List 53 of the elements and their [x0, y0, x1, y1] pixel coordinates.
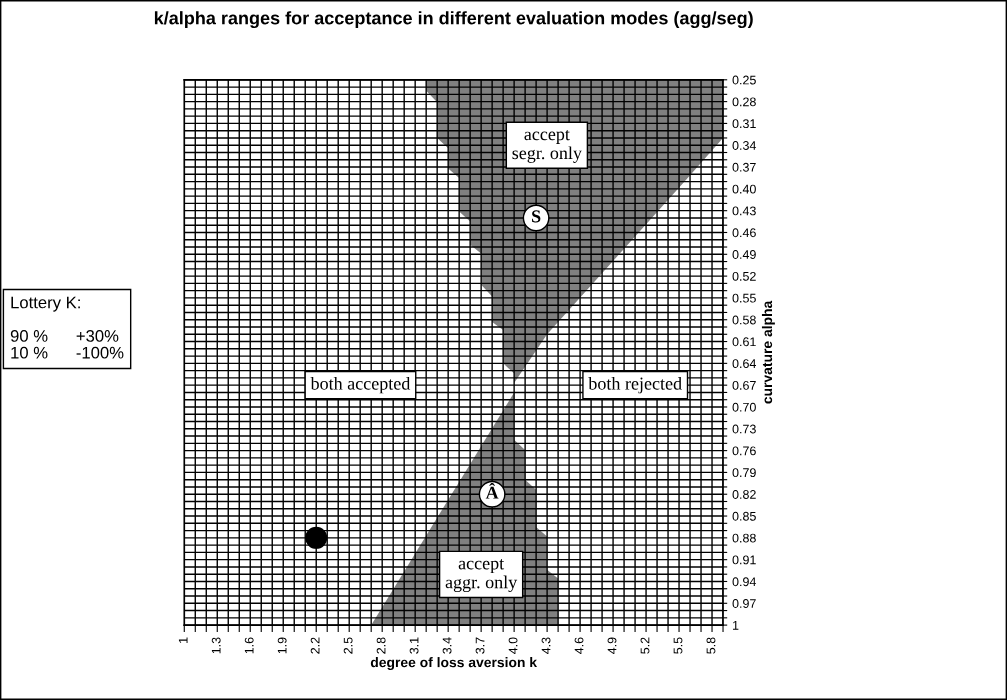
- x-tick-label: 3.7: [475, 637, 485, 654]
- y-tick-label: 0.46: [732, 228, 756, 238]
- y-tick-label: 0.37: [732, 162, 756, 172]
- x-tick-label: 2.5: [343, 637, 353, 654]
- y-tick-label: 0.82: [732, 490, 756, 499]
- chart-title: k/alpha ranges for acceptance in different evaluation modes (agg/seg): [154, 11, 753, 29]
- y-tick-label: 0.73: [732, 424, 756, 434]
- x-tick-label: 1.6: [244, 637, 254, 654]
- text: Lottery K: 90 % +30% 10 % -100%: [10, 296, 124, 359]
- y-tick-label: 0.64: [732, 359, 757, 369]
- x-tick-label: 5.2: [640, 637, 650, 654]
- annotation: Â: [485, 482, 499, 499]
- x-tick-label: 2.2: [310, 637, 320, 654]
- y-tick-label: 0.88: [732, 533, 756, 543]
- annotation: accept segr. only: [512, 129, 582, 163]
- y-tick-label: 0.28: [732, 97, 756, 107]
- y-tick-label: 0.79: [732, 468, 756, 478]
- y-tick-label: 0.61: [732, 337, 756, 347]
- annotation: both accepted: [310, 376, 411, 394]
- x-tick-label: 3.4: [442, 637, 452, 654]
- y-tick-label: 0.55: [732, 293, 756, 303]
- y-tick-label: 0.70: [732, 402, 756, 412]
- y-tick-label: 0.40: [732, 184, 756, 194]
- x-tick-label: 4.9: [607, 637, 617, 654]
- x-tick-label: 5.5: [673, 637, 683, 654]
- annotation: accept aggr. only: [445, 559, 518, 593]
- x-tick-label: 1.9: [277, 637, 287, 654]
- y-tick-label: 0.85: [732, 511, 756, 521]
- y-tick-label: 0.94: [732, 577, 757, 587]
- y-tick-label: 0.67: [732, 380, 756, 390]
- x-tick-label: 4.3: [541, 637, 551, 654]
- x-tick-label: 5.8: [706, 637, 716, 654]
- y-tick-label: 0.34: [732, 141, 757, 150]
- y-tick-label: 0.43: [732, 206, 756, 216]
- x-tick-label: 1.3: [211, 637, 221, 654]
- x-tick-label: 3.1: [409, 637, 419, 654]
- y-axis-title: curvature alpha: [761, 300, 775, 404]
- y-tick-label: 0.49: [732, 250, 756, 259]
- y-tick-label: 0.91: [732, 555, 756, 565]
- annotation: S: [532, 210, 541, 223]
- y-tick-label: 0.76: [732, 446, 756, 456]
- x-tick-label: 4.0: [508, 637, 518, 654]
- x-tick-label: 1: [178, 637, 188, 643]
- x-tick-label: 2.8: [376, 637, 386, 654]
- y-tick-label: 0.97: [732, 599, 756, 608]
- x-tick-label: 4.6: [574, 637, 584, 654]
- y-tick-label: 0.25: [732, 75, 756, 85]
- y-tick-label: 0.58: [732, 315, 756, 325]
- y-tick-label: 1: [733, 621, 739, 630]
- y-tick-label: 0.52: [732, 271, 756, 281]
- annotation: both rejected: [588, 376, 682, 394]
- y-tick-label: 0.31: [732, 119, 756, 129]
- x-axis-title: degree of loss aversion k: [370, 657, 538, 671]
